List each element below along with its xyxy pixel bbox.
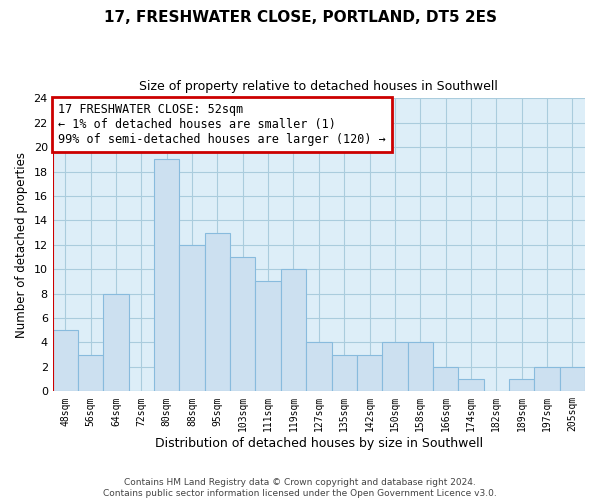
Bar xyxy=(154,160,179,392)
Bar xyxy=(357,354,382,392)
Bar xyxy=(332,354,357,392)
Bar xyxy=(509,379,535,392)
Bar xyxy=(560,367,585,392)
Bar xyxy=(205,232,230,392)
Bar xyxy=(281,269,306,392)
Bar xyxy=(78,354,103,392)
Bar xyxy=(535,367,560,392)
Bar xyxy=(433,367,458,392)
Bar xyxy=(458,379,484,392)
Y-axis label: Number of detached properties: Number of detached properties xyxy=(15,152,28,338)
Bar xyxy=(179,245,205,392)
X-axis label: Distribution of detached houses by size in Southwell: Distribution of detached houses by size … xyxy=(155,437,483,450)
Bar xyxy=(306,342,332,392)
Bar xyxy=(53,330,78,392)
Bar xyxy=(382,342,407,392)
Text: 17 FRESHWATER CLOSE: 52sqm
← 1% of detached houses are smaller (1)
99% of semi-d: 17 FRESHWATER CLOSE: 52sqm ← 1% of detac… xyxy=(58,102,386,146)
Title: Size of property relative to detached houses in Southwell: Size of property relative to detached ho… xyxy=(139,80,498,93)
Text: 17, FRESHWATER CLOSE, PORTLAND, DT5 2ES: 17, FRESHWATER CLOSE, PORTLAND, DT5 2ES xyxy=(104,10,497,25)
Bar xyxy=(256,282,281,392)
Bar xyxy=(230,257,256,392)
Bar xyxy=(103,294,129,392)
Bar xyxy=(407,342,433,392)
Text: Contains HM Land Registry data © Crown copyright and database right 2024.
Contai: Contains HM Land Registry data © Crown c… xyxy=(103,478,497,498)
